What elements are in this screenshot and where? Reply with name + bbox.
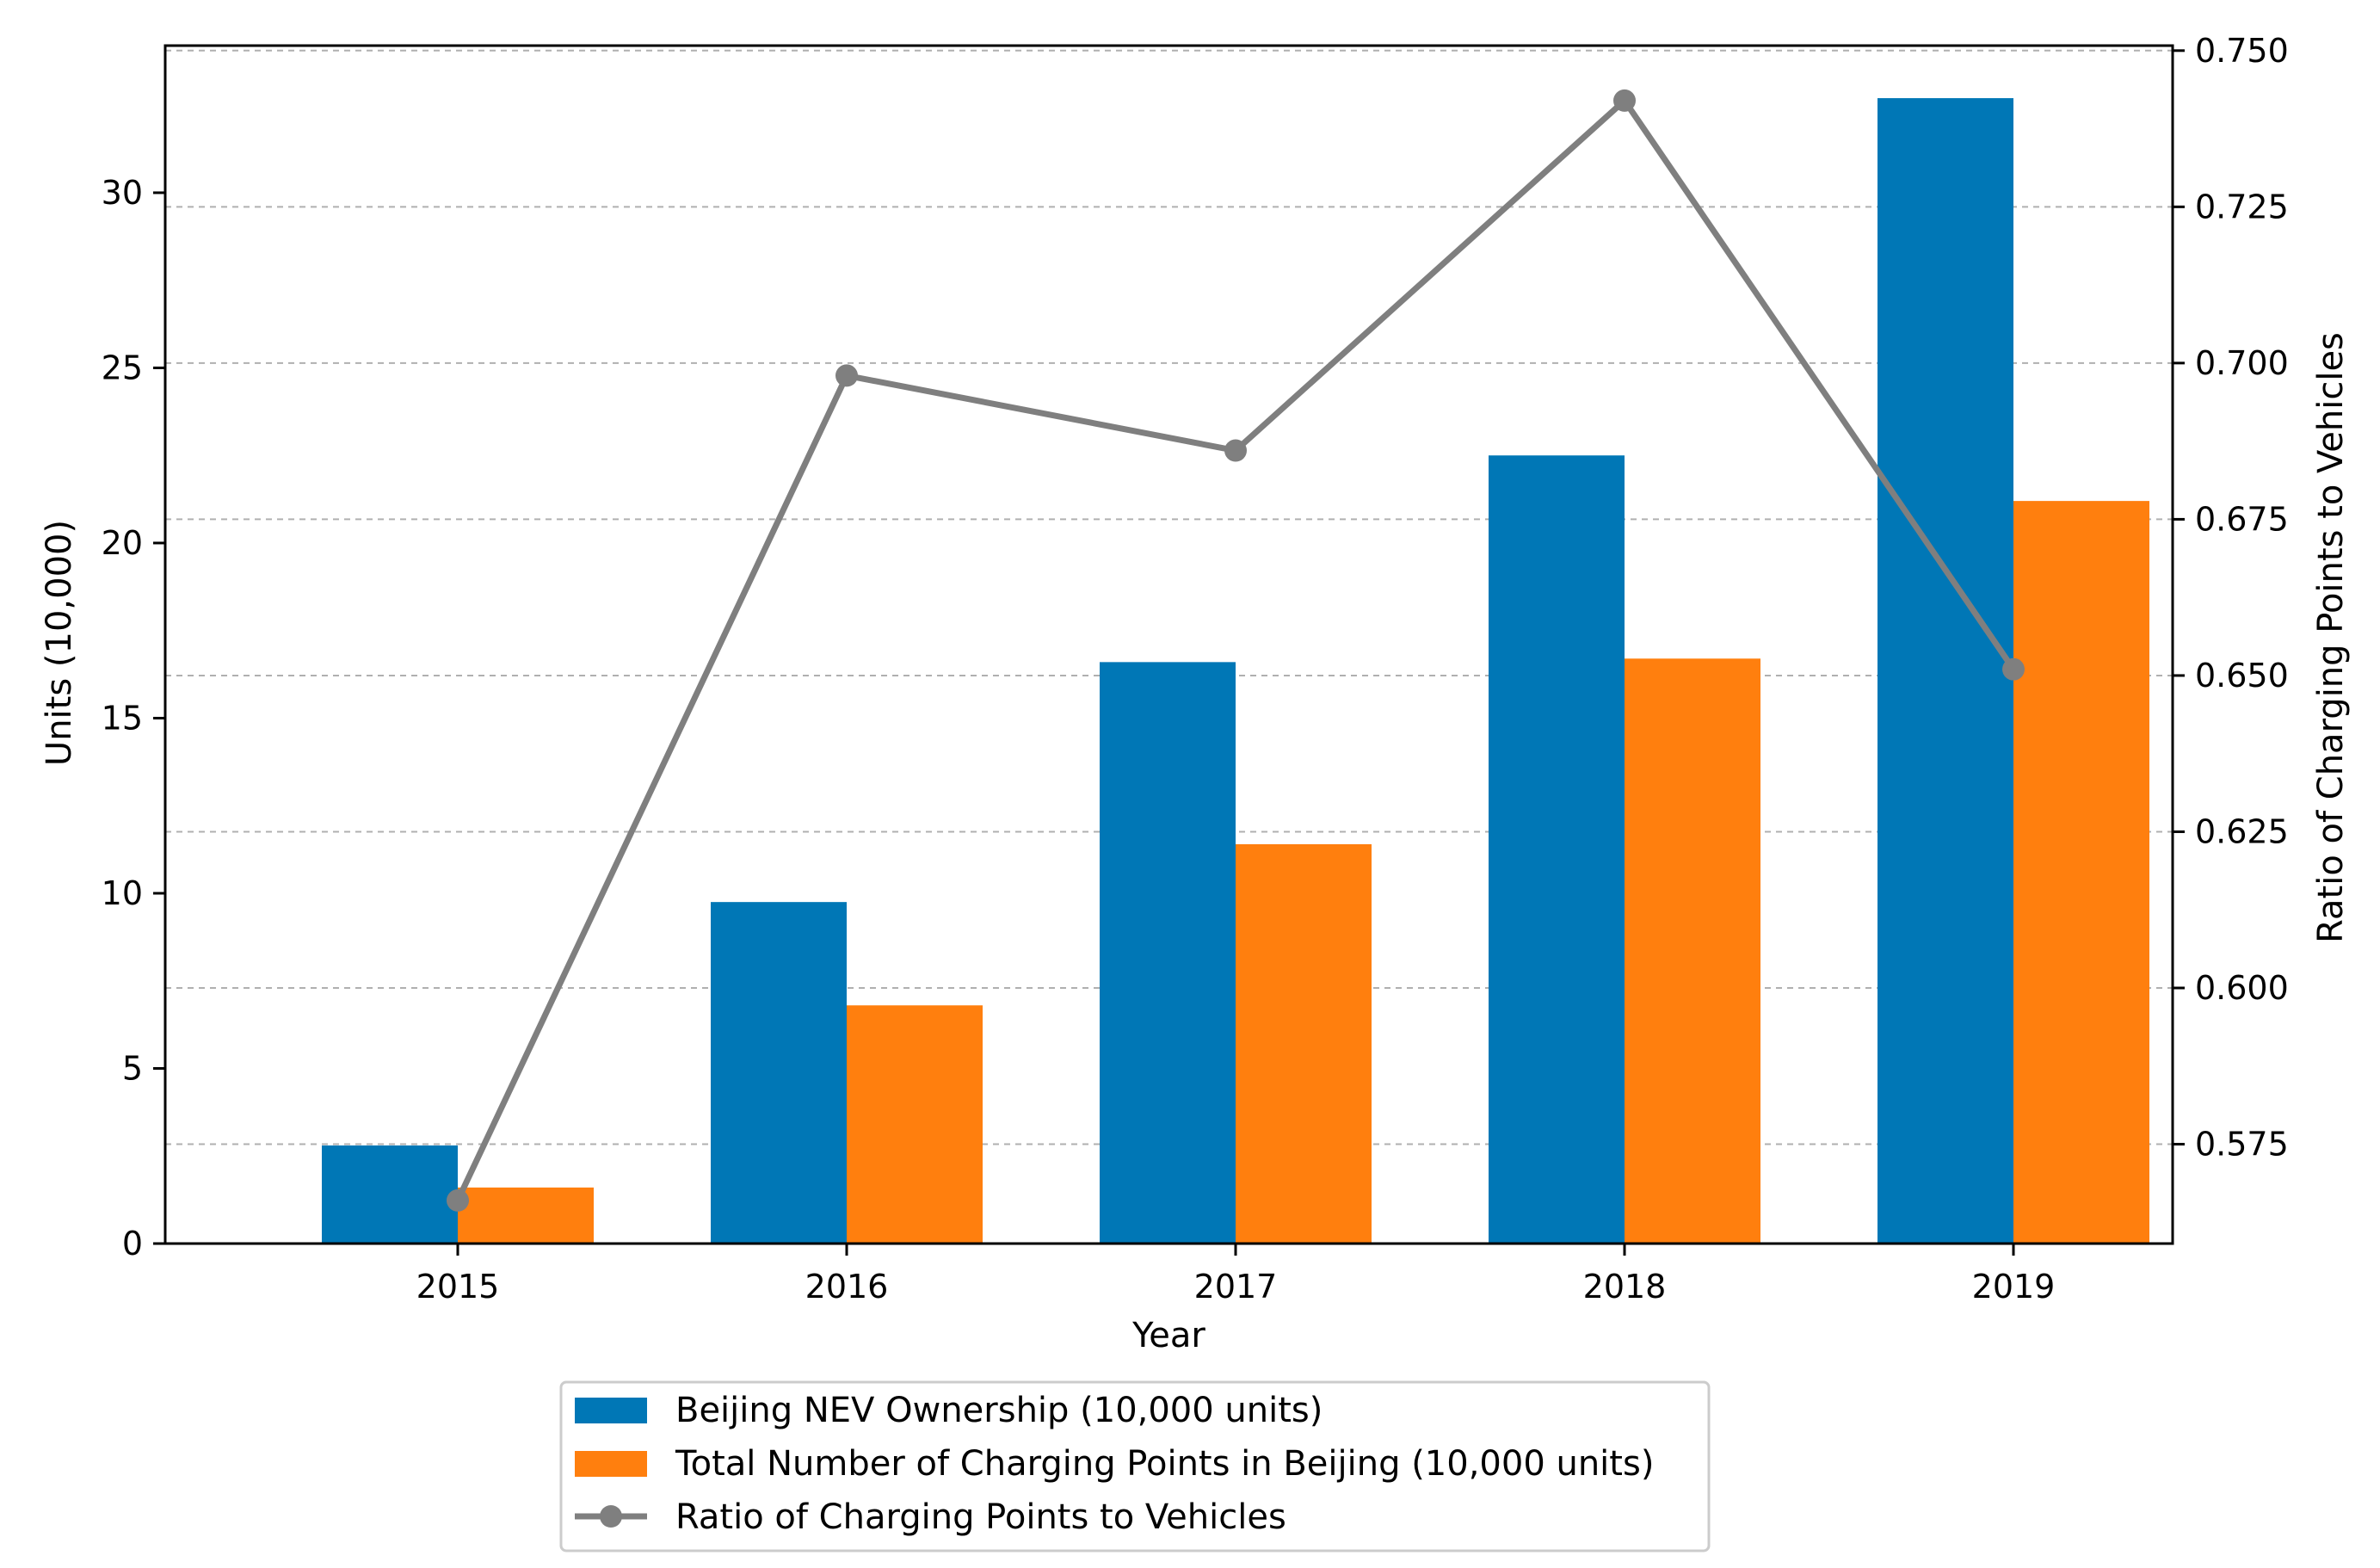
legend: Beijing NEV Ownership (10,000 units) Tot… [559,1380,1711,1553]
bar-nev-2019 [1877,98,2013,1244]
ratio-point-2019 [2002,657,2025,681]
legend-label-charging: Total Number of Charging Points in Beiji… [675,1444,1654,1484]
bar-charging-2019 [2013,501,2149,1244]
legend-swatch-nev [575,1398,647,1423]
left-tick-label-15: 15 [102,699,143,737]
right-tick-label-4: 0.675 [2195,500,2289,538]
bar-charging-2018 [1625,658,1760,1244]
axes-frame [163,44,2174,1245]
bar-nev-2017 [1100,662,1236,1244]
left-tick-label-20: 20 [102,524,143,562]
bar-nev-2018 [1489,455,1625,1244]
legend-frame [559,1380,1711,1553]
bar-charging-2017 [1236,844,1372,1244]
bars [322,98,2149,1244]
right-tick-label-7: 0.750 [2195,32,2289,70]
ratio-point-2017 [1224,439,1247,462]
x-axis-title: Year [1131,1316,1205,1355]
x-tick-label-2018: 2018 [1583,1268,1667,1306]
bar-nev-2016 [711,902,847,1244]
left-tick-label-0: 0 [122,1225,143,1262]
right-y-axis: 0.575 0.600 0.625 0.650 0.675 0.700 0.725 0.750 [2173,32,2289,1164]
right-y-axis-title: Ratio of Charging Points to Vehicles [2311,332,2351,943]
left-tick-label-5: 5 [122,1049,143,1087]
x-tick-label-2019: 2019 [1972,1268,2056,1306]
right-tick-label-1: 0.600 [2195,969,2289,1007]
ratio-point-2016 [835,364,858,387]
legend-label-ratio: Ratio of Charging Points to Vehicles [675,1497,1286,1537]
x-tick-label-2017: 2017 [1194,1268,1278,1306]
left-y-axis: 0 5 10 15 20 25 30 [102,174,165,1262]
right-tick-label-2: 0.625 [2195,812,2289,850]
ratio-line-layer [447,89,2025,1212]
left-y-axis-title: Units (10,000) [40,520,79,766]
legend-marker-ratio [600,1505,622,1528]
x-tick-label-2015: 2015 [416,1268,500,1306]
right-tick-label-3: 0.650 [2195,657,2289,694]
bar-nev-2015 [322,1145,458,1244]
ratio-point-2018 [1613,89,1636,112]
right-tick-label-5: 0.700 [2195,344,2289,382]
ratio-point-2015 [447,1188,469,1212]
left-tick-label-30: 30 [102,174,143,212]
bar-charging-2015 [458,1187,594,1244]
right-tick-label-6: 0.725 [2195,188,2289,225]
right-tick-label-0: 0.575 [2195,1126,2289,1164]
legend-swatch-charging [575,1451,647,1477]
legend-label-nev: Beijing NEV Ownership (10,000 units) [675,1391,1323,1430]
bar-charging-2016 [847,1005,983,1244]
left-tick-label-25: 25 [102,349,143,386]
x-axis: 2015 2016 2017 2018 2019 [416,1244,2056,1306]
x-tick-label-2016: 2016 [805,1268,889,1306]
left-tick-label-10: 10 [102,874,143,912]
